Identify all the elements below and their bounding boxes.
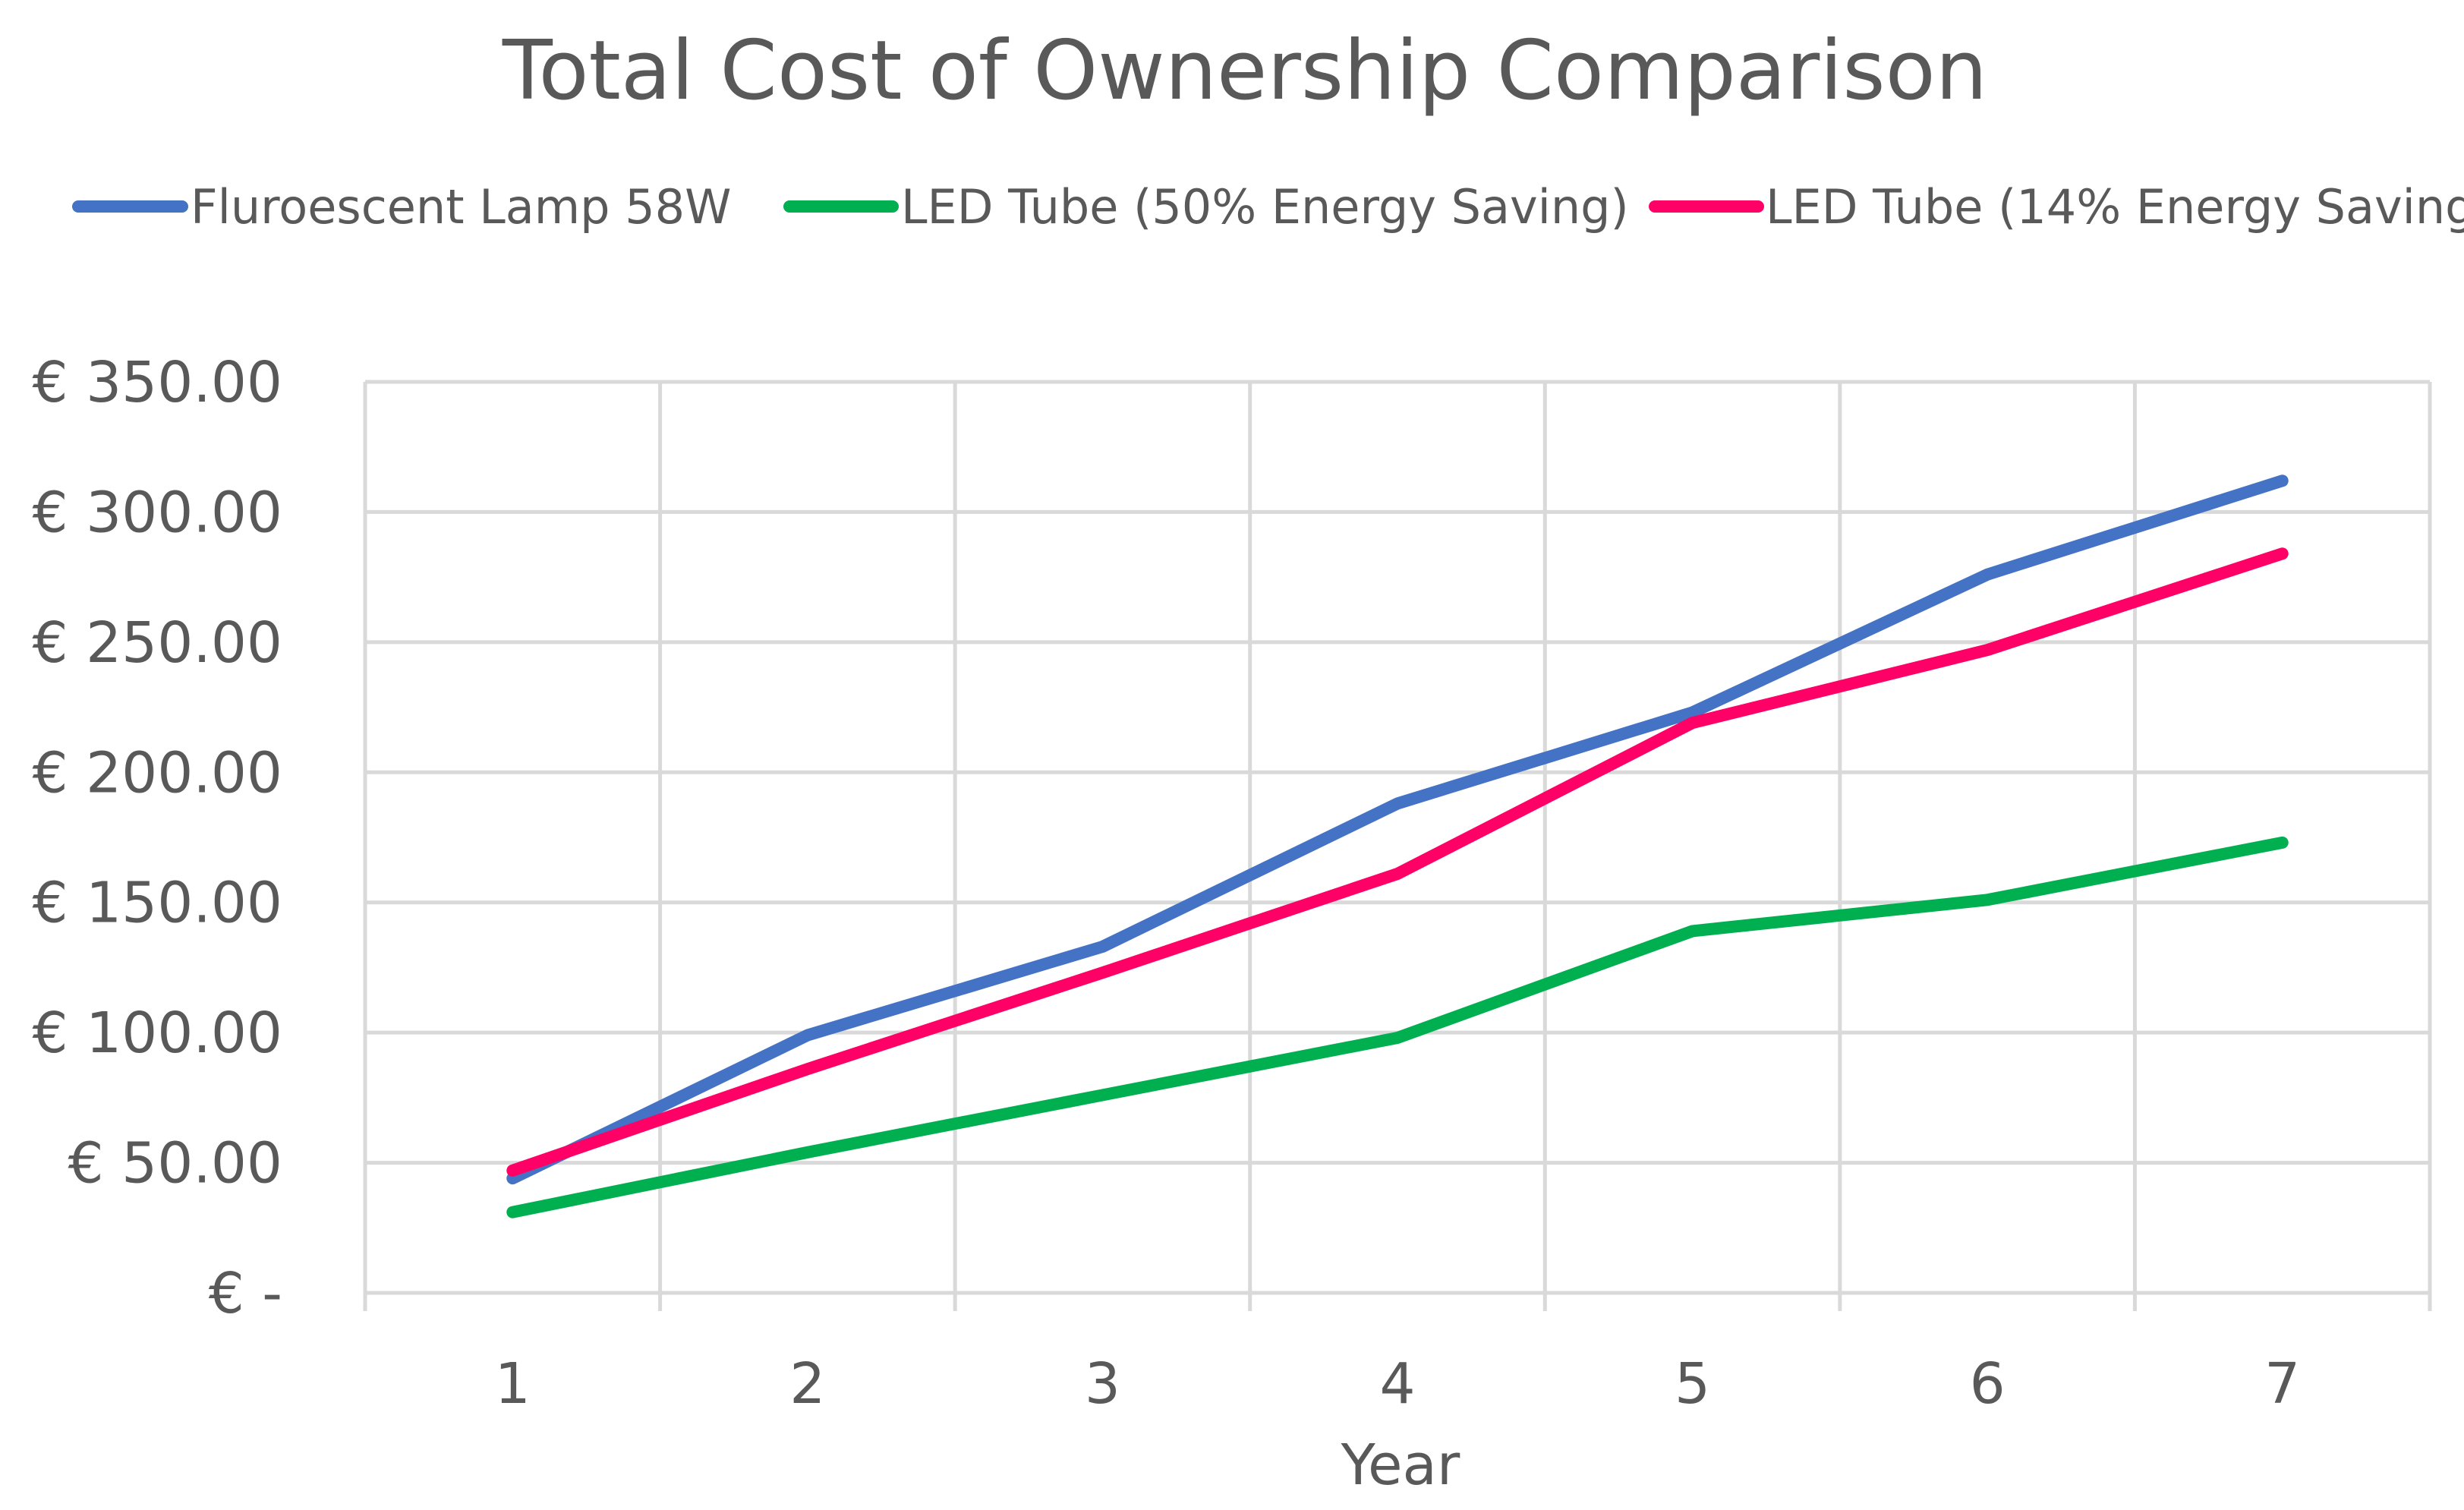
x-tick-label-2: 3: [1085, 1351, 1120, 1417]
y-tick-label-2: € 100.00: [32, 1001, 282, 1066]
data-point-s0-3: [1397, 802, 1398, 804]
y-tick-label-0: € -: [209, 1261, 282, 1326]
data-point-s1-6: [2282, 842, 2283, 843]
x-tick-label-5: 6: [1970, 1351, 2006, 1417]
y-tick-label-4: € 200.00: [32, 740, 282, 805]
data-point-s2-3: [1397, 873, 1398, 875]
data-point-s1-3: [1397, 1037, 1398, 1039]
data-point-s2-5: [1987, 649, 1988, 651]
x-tick-label-4: 5: [1675, 1351, 1710, 1417]
legend: Fluroescent Lamp 58W LED Tube (50% Energy…: [72, 179, 2464, 235]
series-line-1: [506, 836, 2289, 1218]
data-point-s1-4: [1692, 930, 1694, 932]
x-tick-label-0: 1: [495, 1351, 531, 1417]
x-tick-label-3: 4: [1379, 1351, 1415, 1417]
y-tick-label-1: € 50.00: [68, 1131, 282, 1196]
data-point-s0-1: [807, 1035, 808, 1036]
legend-label-1: LED Tube (50% Energy Saving): [901, 179, 1629, 235]
y-tick-label-3: € 150.00: [32, 871, 282, 936]
x-tick-label-1: 2: [789, 1351, 825, 1417]
y-tick-label-7: € 350.00: [32, 350, 282, 415]
data-point-s2-6: [2282, 553, 2283, 554]
y-axis-tick-labels: € - € 50.00 € 100.00 € 150.00 € 200.00 € 250.…: [32, 350, 282, 1326]
series-line-2: [506, 547, 2289, 1177]
x-axis-title: Year: [1341, 1433, 1460, 1498]
chart-title: Total Cost of Ownership Comparison: [502, 24, 1987, 118]
y-tick-label-6: € 300.00: [32, 480, 282, 545]
x-tick-label-6: 7: [2264, 1351, 2300, 1417]
data-point-s0-0: [512, 1177, 513, 1179]
series-lines: [506, 474, 2289, 1218]
y-tick-label-5: € 250.00: [32, 610, 282, 676]
data-point-s0-5: [1987, 574, 1988, 575]
legend-label-2: LED Tube (14% Energy Saving): [1766, 179, 2464, 235]
data-point-s2-1: [807, 1068, 808, 1070]
legend-label-0: Fluroescent Lamp 58W: [191, 179, 731, 235]
data-point-s2-0: [512, 1170, 513, 1171]
x-axis-tick-labels: 1 2 3 4 5 6 7: [495, 1351, 2301, 1417]
gridlines: [363, 380, 2432, 1311]
data-point-s0-4: [1692, 711, 1694, 713]
